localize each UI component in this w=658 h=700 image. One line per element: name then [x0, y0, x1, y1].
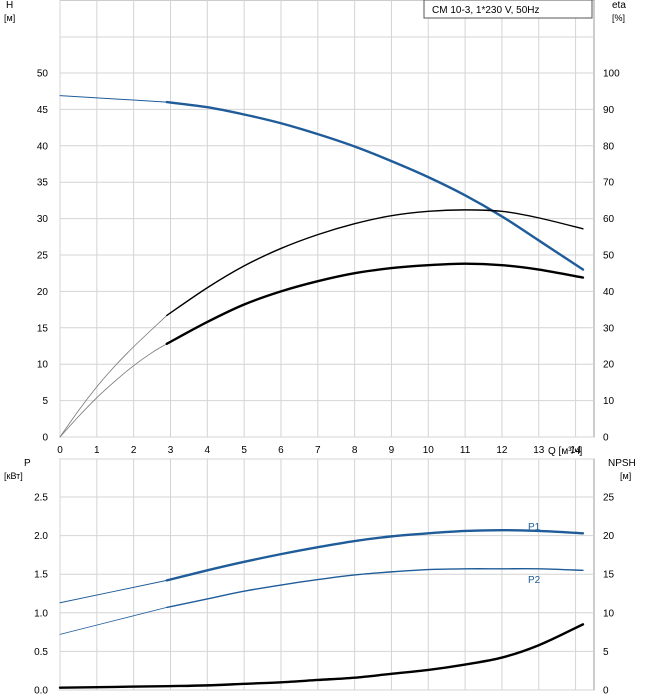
- top-left-tick-label: 0: [42, 433, 48, 444]
- top-h-curve: [165, 100, 585, 271]
- chart-title: CM 10-3, 1*230 V, 50Hz: [432, 5, 539, 16]
- x-tick-label: 10: [423, 445, 435, 456]
- top-right-axis-unit: [%]: [612, 13, 625, 23]
- curves-layer: [58, 95, 585, 689]
- top-right-tick-label: 10: [603, 396, 615, 407]
- tick-labels-layer: 0510152025303540455001020304050607080901…: [34, 69, 620, 697]
- bottom-right-tick-label: 0: [603, 686, 609, 697]
- top-right-tick-label: 60: [603, 214, 615, 225]
- x-tick-label: 1: [94, 445, 100, 456]
- x-tick-label: 7: [315, 445, 321, 456]
- top-left-tick-label: 45: [37, 105, 49, 116]
- x-tick-label: 6: [278, 445, 284, 456]
- top-eta2-curve: [165, 262, 585, 346]
- top-right-tick-label: 30: [603, 323, 615, 334]
- top-right-tick-label: 70: [603, 178, 615, 189]
- bottom-left-tick-label: 2.5: [34, 493, 48, 504]
- bottom-right-tick-label: 10: [603, 608, 615, 619]
- x-axis-label: Q [м³/ч]: [548, 446, 583, 457]
- x-tick-label: 14: [570, 445, 582, 456]
- top-left-axis-label: H: [6, 0, 13, 11]
- x-tick-label: 3: [168, 445, 174, 456]
- bottom-left-axis-label: P: [24, 458, 31, 469]
- top-right-tick-label: 20: [603, 360, 615, 371]
- bottom-p2-curve: [59, 606, 168, 635]
- top-eta2_thin-curve: [59, 343, 168, 438]
- bottom-left-tick-label: 1.0: [34, 608, 48, 619]
- x-tick-label: 9: [389, 445, 395, 456]
- top-right-tick-label: 0: [603, 433, 609, 444]
- top-right-tick-label: 100: [603, 69, 620, 80]
- bottom-p1-curve: [165, 528, 585, 582]
- top-right-tick-label: 80: [603, 141, 615, 152]
- bottom-left-tick-label: 0.5: [34, 647, 48, 658]
- top-left-tick-label: 50: [37, 69, 49, 80]
- bottom-left-tick-label: 1.5: [34, 570, 48, 581]
- top-eta-curve: [166, 209, 584, 317]
- x-tick-label: 13: [533, 445, 545, 456]
- bottom-left-tick-label: 0.0: [34, 686, 48, 697]
- bottom-right-tick-label: 15: [603, 570, 615, 581]
- bottom-right-axis-unit: [м]: [620, 471, 631, 481]
- bottom-npsh-curve: [58, 623, 585, 689]
- top-right-axis-label: eta: [612, 0, 626, 11]
- top-left-tick-label: 40: [37, 141, 49, 152]
- p2-series-label: P2: [528, 575, 541, 586]
- top-left-axis-unit: [м]: [4, 13, 15, 23]
- top-eta_thin-curve: [59, 315, 168, 438]
- top-right-tick-label: 40: [603, 287, 615, 298]
- top-chart-grid: [59, 0, 595, 438]
- top-left-tick-label: 25: [37, 251, 49, 262]
- bottom-right-tick-label: 5: [603, 647, 609, 658]
- x-tick-label: 11: [460, 445, 471, 456]
- top-left-tick-label: 5: [42, 396, 48, 407]
- x-tick-label: 5: [241, 445, 247, 456]
- p1-series-label: P1: [528, 522, 541, 533]
- top-left-tick-label: 15: [37, 323, 49, 334]
- bottom-right-axis-label: NPSH: [608, 458, 636, 469]
- bottom-left-axis-unit: [кВт]: [4, 471, 23, 481]
- title-box: [423, 0, 593, 19]
- bottom-right-tick-label: 25: [603, 493, 615, 504]
- top-h-curve: [59, 95, 168, 103]
- top-left-tick-label: 30: [37, 214, 49, 225]
- bottom-p1-curve: [59, 579, 168, 604]
- bottom-left-tick-label: 2.0: [34, 531, 48, 542]
- top-left-tick-label: 20: [37, 287, 49, 298]
- top-left-tick-label: 10: [37, 360, 49, 371]
- x-tick-label: 8: [352, 445, 358, 456]
- bottom-p2-curve: [166, 567, 584, 609]
- x-tick-label: 12: [496, 445, 508, 456]
- x-tick-label: 4: [205, 445, 211, 456]
- top-right-tick-label: 90: [603, 105, 615, 116]
- bottom-right-tick-label: 20: [603, 531, 615, 542]
- top-right-tick-label: 50: [603, 251, 615, 262]
- x-tick-label: 2: [131, 445, 137, 456]
- top-left-tick-label: 35: [37, 178, 49, 189]
- x-tick-label: 0: [57, 445, 63, 456]
